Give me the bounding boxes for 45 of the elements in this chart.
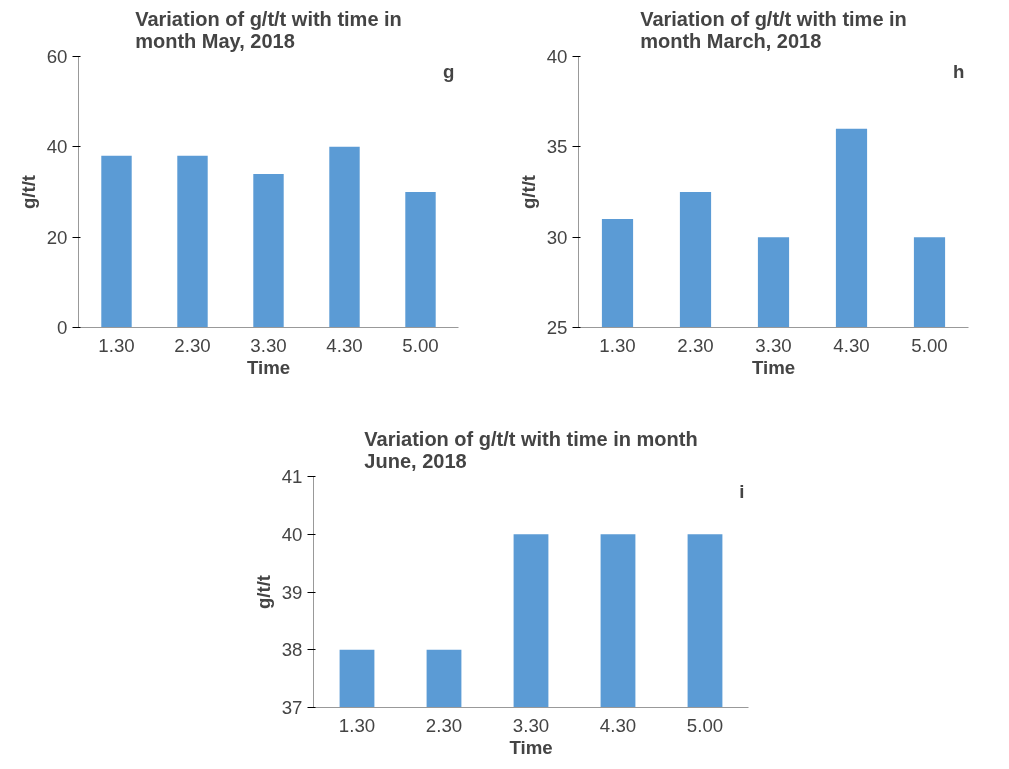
y-axis-title: g/t/t [17, 174, 39, 210]
y-tick-label: 30 [546, 226, 568, 248]
y-tick-label: 41 [281, 466, 303, 487]
x-tick-label: 4.30 [599, 714, 637, 736]
y-axis-title: g/t/t [517, 174, 539, 210]
x-axis-title: Time [751, 356, 796, 378]
x-tick-label: 3.30 [755, 334, 792, 356]
y-tick-label: 40 [46, 136, 68, 158]
bar [101, 155, 132, 328]
y-tick-label: 35 [546, 136, 568, 158]
x-tick-label: 2.30 [677, 334, 714, 356]
x-tick-label: 2.30 [174, 334, 211, 356]
y-tick-label: 39 [281, 581, 303, 603]
bar [177, 155, 208, 328]
y-tick-label: 40 [546, 46, 568, 67]
x-tick-label: 1.30 [338, 714, 376, 736]
chart-title: Variation of g/t/t with time in month May, 2018 [135, 7, 402, 52]
x-tick-label: 4.30 [326, 334, 363, 356]
x-tick-label: 4.30 [833, 334, 870, 356]
y-axis-title: g/t/t [252, 574, 274, 610]
annotation: i [739, 480, 745, 502]
x-tick-label: 3.30 [250, 334, 287, 356]
y-tick-label: 37 [281, 697, 303, 718]
x-tick-label: 1.30 [98, 334, 135, 356]
x-tick-label: 2.30 [425, 714, 463, 736]
bar [329, 146, 360, 328]
y-tick-label: 20 [46, 226, 68, 248]
x-tick-label: 3.30 [512, 714, 550, 736]
chart-title: Variation of g/t/t with time in month March, 2018 [640, 7, 907, 52]
y-tick-label: 0 [57, 317, 68, 338]
y-tick-label: 38 [281, 639, 303, 661]
x-tick-label: 5.00 [402, 334, 439, 356]
y-tick-label: 60 [46, 46, 68, 67]
annotation: h [953, 60, 965, 82]
bar [253, 173, 284, 328]
x-axis-title: Time [509, 736, 553, 758]
y-tick-label: 40 [281, 523, 303, 545]
y-tick-label: 25 [546, 317, 568, 338]
annotation: g [443, 60, 455, 82]
x-tick-label: 1.30 [599, 334, 636, 356]
bar [405, 192, 436, 328]
chart-title: Variation of g/t/t with time in month June, 2018 [364, 427, 698, 472]
x-axis-title: Time [246, 356, 291, 378]
x-tick-label: 5.00 [686, 714, 724, 736]
x-tick-label: 5.00 [911, 334, 948, 356]
